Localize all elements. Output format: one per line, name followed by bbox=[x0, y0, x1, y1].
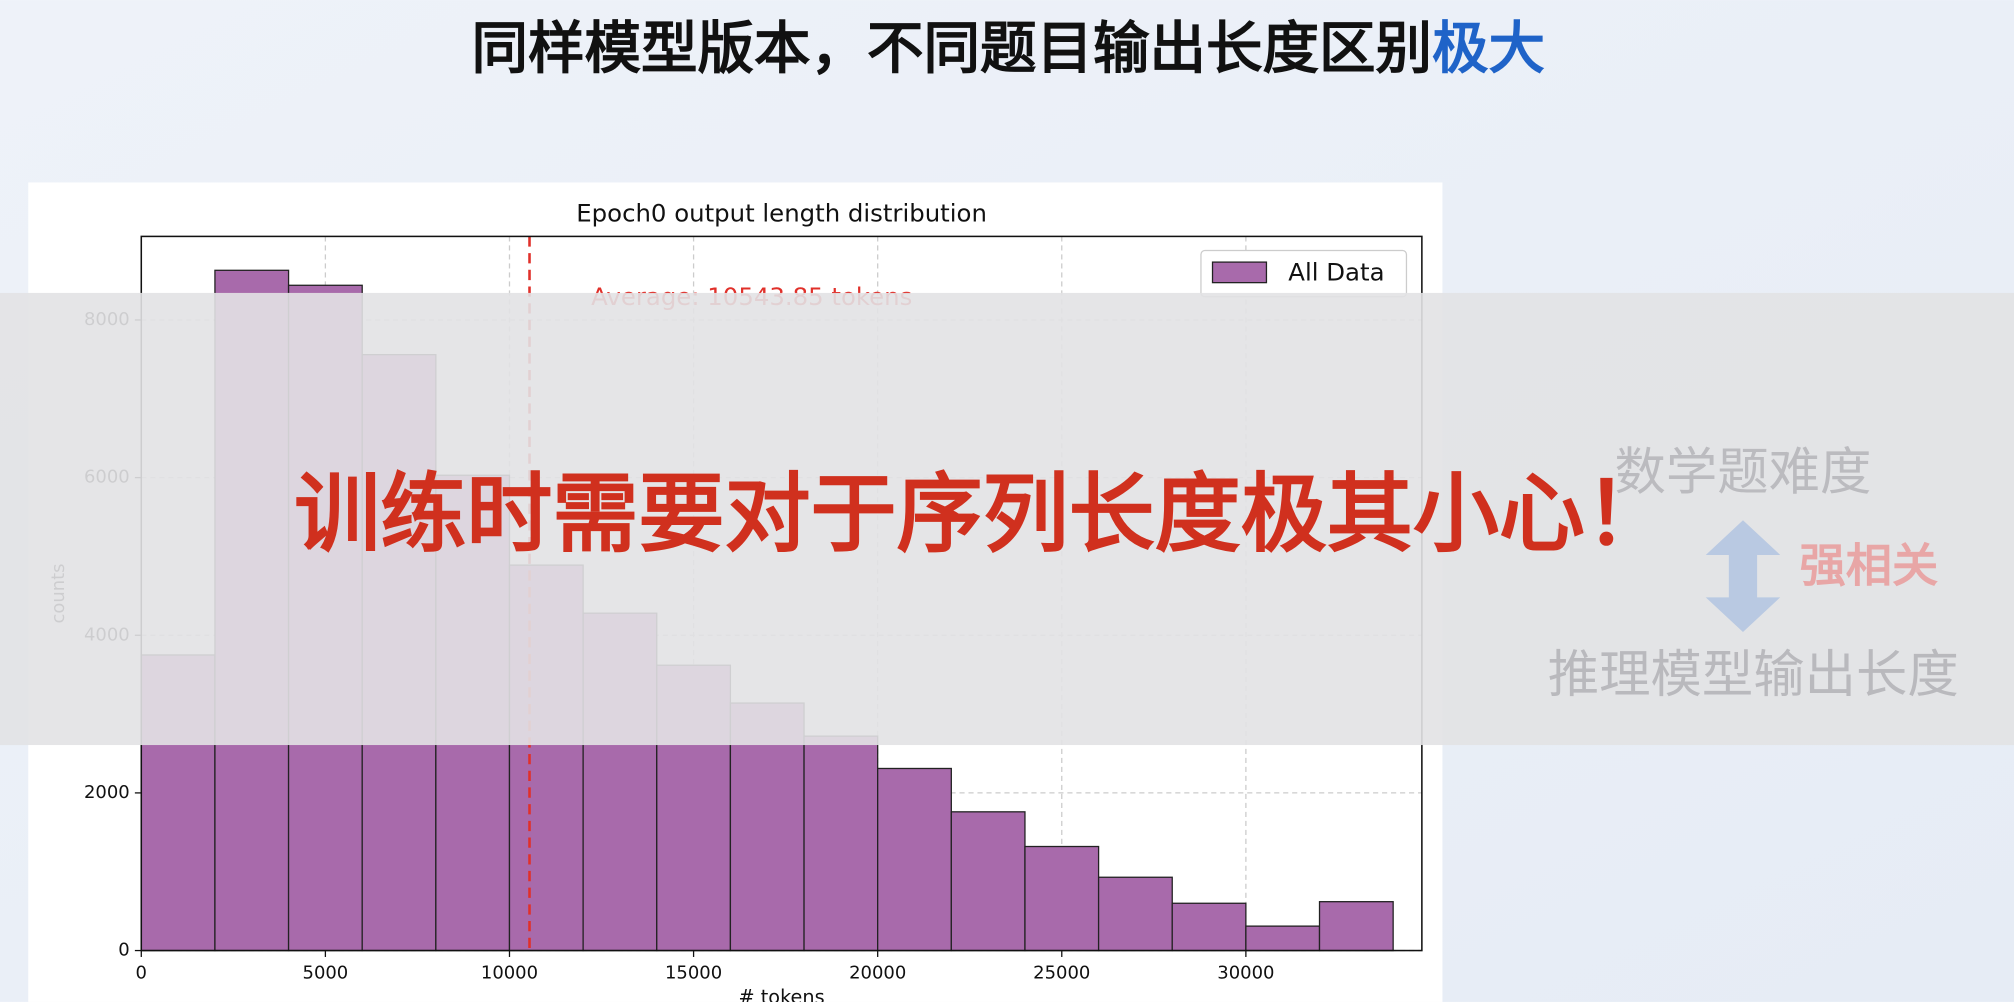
side-relation: 强相关 bbox=[1800, 539, 1939, 593]
bar bbox=[803, 735, 879, 952]
bar bbox=[950, 811, 1026, 952]
x-tick-label: 30000 bbox=[1217, 963, 1274, 984]
legend-swatch bbox=[1211, 261, 1268, 284]
updown-arrow bbox=[1705, 520, 1781, 633]
x-tick-label: 25000 bbox=[1033, 963, 1090, 984]
x-axis-label: # tokens bbox=[739, 986, 825, 1002]
y-tick-label: 0 bbox=[118, 940, 129, 961]
side-top: 数学题难度 bbox=[1615, 442, 1872, 502]
overlay-band bbox=[0, 292, 2014, 746]
x-tick-label: 0 bbox=[136, 963, 147, 984]
y-tick-label: 2000 bbox=[84, 782, 130, 803]
bar bbox=[1097, 876, 1173, 952]
x-tick-label: 10000 bbox=[481, 963, 538, 984]
side-bottom: 推理模型输出长度 bbox=[1548, 645, 1959, 705]
bar bbox=[877, 767, 952, 952]
bar bbox=[1171, 902, 1247, 952]
bar bbox=[1318, 901, 1394, 952]
title-text: 同样模型版本，不同题目输出长度区别 bbox=[472, 16, 1433, 81]
overlay-text: 训练时需要对于序列长度极其小心！ bbox=[294, 465, 1671, 565]
bar bbox=[1024, 845, 1100, 952]
x-tick-label: 20000 bbox=[849, 963, 906, 984]
slide-title: 同样模型版本，不同题目输出长度区别极大 bbox=[472, 16, 1546, 81]
title-highlight: 极大 bbox=[1432, 16, 1545, 81]
x-tick-label: 5000 bbox=[303, 963, 349, 984]
chart-title: Epoch0 output length distribution bbox=[576, 199, 987, 228]
bar bbox=[1245, 925, 1321, 952]
x-tick-label: 15000 bbox=[665, 963, 722, 984]
legend-label: All Data bbox=[1288, 258, 1384, 287]
